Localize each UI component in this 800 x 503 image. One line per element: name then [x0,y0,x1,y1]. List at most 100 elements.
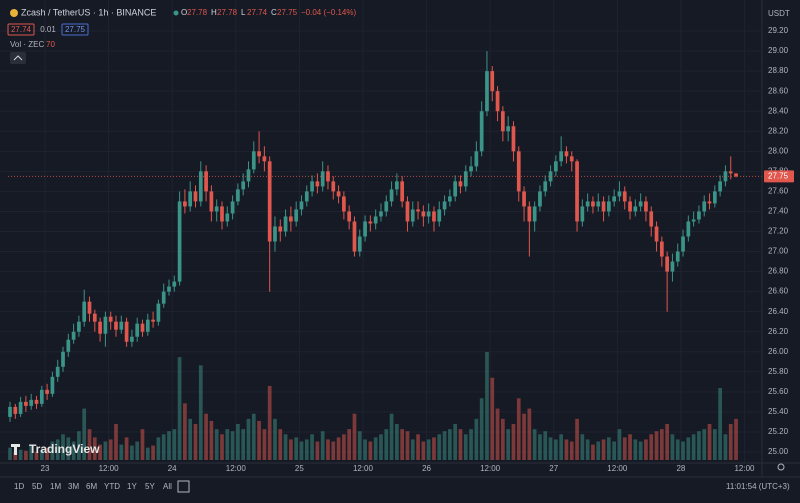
bid-box [7,23,35,36]
candle-body [299,201,304,210]
ask-box [61,23,89,36]
volume-bar [628,434,632,460]
volume-bar [665,424,669,460]
volume-bar [177,357,182,460]
volume-bar [723,434,728,460]
y-tick-label: 27.60 [768,187,789,196]
range-button[interactable]: 5D [32,482,42,491]
candle-body [437,209,442,222]
date-range-icon[interactable] [177,480,190,493]
y-tick-label: 26.60 [768,287,789,296]
volume-bar [543,431,548,460]
candle-body [734,173,738,177]
candle-body [538,191,542,207]
volume-bar [82,408,87,460]
candle-body [665,256,669,272]
y-tick-label: 28.20 [768,126,789,135]
volume-bar [511,424,516,460]
volume-bar [622,437,627,460]
candle-body [8,406,12,417]
volume-bar [87,429,92,460]
candle-body [183,201,187,207]
range-button[interactable]: All [163,482,172,491]
ohlc-legend: O 27.78 H 27.78 L 27.74 C 27.75 −0.04 (−0.14%) [181,8,356,17]
y-tick-label: 29.20 [768,26,789,35]
candle-body [511,126,516,152]
candle-body [718,181,722,192]
last-price-box [764,170,794,183]
volume-bar [246,418,251,460]
volume-bar [389,413,394,460]
candle-body [633,206,638,212]
range-button[interactable]: 6M [86,482,97,491]
volume-bar [283,434,288,460]
candle-body [77,321,81,332]
x-tick-label: 12:00 [734,464,755,473]
candle-body [553,161,558,172]
candle-body [649,211,654,227]
y-tick-label: 27.40 [768,207,789,216]
range-button[interactable]: 5Y [145,482,155,491]
ohlc-letter: H [211,8,217,17]
ask: 27.75 [65,25,86,34]
volume-bar [474,418,479,460]
volume-bar [707,424,712,460]
range-button[interactable]: 3M [68,482,79,491]
volume-bar [161,434,166,460]
range-button[interactable]: 1M [50,482,61,491]
candle-body [357,236,362,252]
volume-length: 70 [46,40,55,49]
volume-bar [103,441,108,460]
volume-bar [485,352,489,460]
volume-bar [188,418,193,460]
candle-body [638,201,643,207]
volume-bar [712,429,717,460]
volume-bar [490,377,495,460]
axis-layer: 25.00 25.20 25.40 25.60 25.80 26.00 26.20 26.40… [41,26,794,473]
candle-body [707,201,712,204]
candle-body [644,201,648,212]
volume-bar [421,441,426,460]
settings-icon[interactable] [777,463,785,471]
candle-body [675,251,680,262]
candle-body [257,151,261,157]
volume-bar [172,429,177,460]
candle-body [273,226,277,242]
clock: 11:01:54 (UTC+3) [726,482,790,491]
volume-bar [119,444,124,460]
volume-bar [718,388,722,460]
x-tick-label: 23 [41,464,50,473]
volume-bar [315,441,320,460]
volume-bar [18,449,23,460]
volume-bar [289,439,293,460]
candle-body [691,219,696,222]
range-button[interactable]: 1Y [127,482,137,491]
candle-body [262,156,267,162]
ohlc-value: 27.78 [187,8,208,17]
volume-bar [66,437,71,460]
currency[interactable]: USDT [768,9,790,18]
volume-bar [405,431,410,460]
volume-bar [516,398,521,460]
candle-body [331,181,336,192]
volume-bar [198,365,203,460]
candle-body [548,171,553,182]
symbol-title: Zcash / TetherUS · 1h · BINANCE [21,7,156,17]
candle-body [188,191,193,207]
volume-bar [659,429,664,460]
candle-body [400,181,405,202]
candle-body [71,331,76,340]
collapse-button[interactable] [10,52,26,64]
candle-body [527,206,532,222]
volume-bar [320,431,325,460]
candle-body [501,111,505,132]
candle-body [209,191,214,212]
candle-body [336,191,341,197]
candle-body [495,91,500,112]
candle-body [421,211,426,217]
range-button[interactable]: YTD [104,482,120,491]
range-button[interactable]: 1D [14,482,24,491]
volume-bar [61,434,65,460]
volume-bar [124,437,129,460]
volume-bar [697,431,701,460]
